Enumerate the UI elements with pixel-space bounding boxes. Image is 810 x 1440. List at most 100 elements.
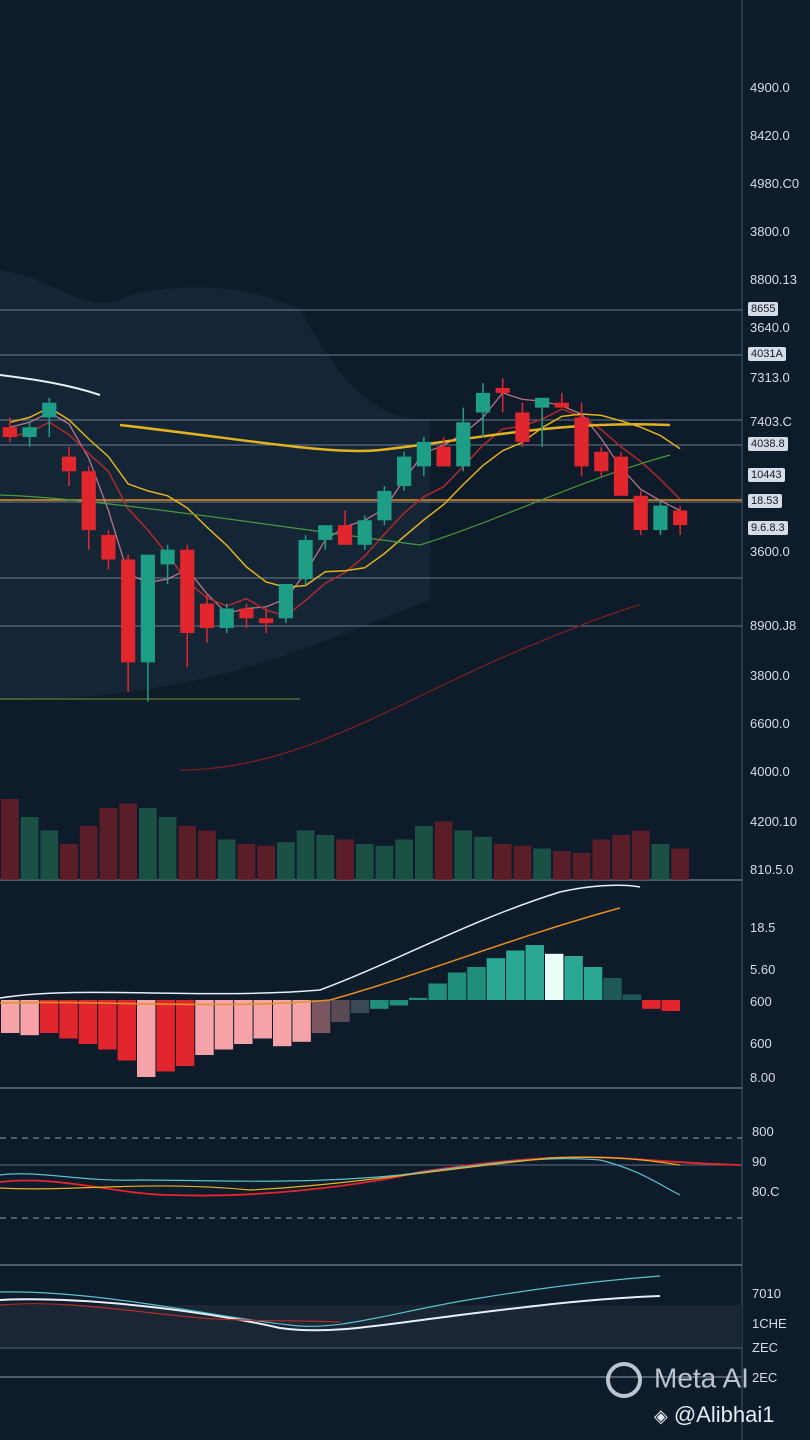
handle-text: @Alibhai1 [673,1402,775,1427]
volume-bar-15 [296,830,315,880]
macd-hist-bar-23 [447,972,467,1000]
macd-hist-bar-33 [642,1000,661,1009]
price-tag-4: 18.53 [748,494,782,508]
candle-body-12 [239,608,254,619]
volume-bar-7 [139,808,157,880]
price-tick-label-13: 4200.10 [750,814,797,829]
price-tick-label-3: 3800.0 [750,224,790,239]
macd-hist-bar-19 [370,1000,389,1009]
candle-body-25 [495,388,510,393]
macd-hist-bar-26 [506,950,525,1000]
macd-hist-bar-0 [1,1000,20,1033]
candle-body-1 [22,427,37,437]
volume-bar-14 [277,842,295,880]
volume-bar-21 [415,826,433,880]
stoch-tick-label-3: 2EC [752,1370,778,1385]
ma-red-line [9,408,681,617]
candle-body-3 [61,456,77,472]
candle-body-23 [456,422,471,467]
volume-bar-33 [651,844,670,880]
price-tick-label-14: 810.5.0 [750,862,794,877]
candle-body-26 [515,412,530,442]
macd-hist-bar-34 [661,1000,680,1011]
macd-hist-bar-18 [350,1000,370,1014]
rsi-yellow-line [0,1156,681,1191]
macd-hist-bar-15 [292,1000,311,1042]
rsi-tick-label-0: 800 [752,1124,774,1139]
watermark-brand: Meta AI [654,1362,749,1394]
macd-tick-label-0: 18.5 [750,920,776,935]
macd-hist-bar-1 [20,1000,39,1036]
macd-hist-bar-31 [603,978,622,1000]
volume-bar-13 [257,845,275,880]
macd-hist-bar-22 [428,983,447,1000]
ma-green-line [0,454,671,546]
candle-body-6 [121,559,136,663]
macd-hist-bar-11 [214,1000,234,1050]
candle-body-8 [160,549,175,565]
candle-body-13 [259,618,274,624]
rsi-tick-label-1: 90 [752,1154,767,1169]
candle-body-21 [416,441,431,467]
stoch-panel [0,1275,742,1378]
macd-hist-bar-10 [195,1000,214,1055]
macd-hist-bar-30 [583,967,603,1000]
volume-bar-27 [533,848,551,880]
candle-body-5 [101,535,116,560]
macd-hist-bar-29 [564,956,583,1000]
volume-bar-8 [158,817,177,880]
macd-hist-bar-3 [59,1000,78,1039]
candle-body-27 [535,397,550,408]
macd-hist-bar-21 [409,997,428,1000]
candle-body-7 [140,554,155,663]
candle-body-29 [574,417,589,467]
stoch-red-line [0,1303,341,1323]
volume-bar-19 [375,845,394,880]
price-tick-label-4: 8800.13 [750,272,797,287]
macd-tick-label-3: 600 [750,1036,772,1051]
volume-bar-22 [434,821,453,880]
price-tick-label-10: 3800.0 [750,668,790,683]
candle-body-9 [180,549,195,633]
volume-bar-31 [612,835,630,880]
macd-hist-bar-6 [117,1000,136,1061]
stoch-cyan-line [0,1275,661,1327]
stoch-white-line [0,1295,661,1332]
volume-bar-26 [513,845,532,880]
volume-bar-25 [493,844,512,880]
price-tick-label-2: 4980.C0 [750,176,800,191]
rsi-panel [0,1137,742,1266]
macd-hist-bar-28 [545,953,564,1000]
volume-bar-4 [79,826,98,880]
ma-darkred-line [179,604,641,771]
candle-body-19 [377,490,392,521]
price-tick-label-9: 8900.J8 [750,618,797,633]
price-tag-1: 4031A [748,347,786,361]
price-tick-label-1: 8420.0 [750,128,790,143]
ma-yellow-line [9,406,681,589]
candle-body-14 [278,584,293,619]
candle-body-17 [337,525,353,545]
volume-bar-9 [178,826,197,880]
macd-hist-bar-32 [622,994,642,1000]
price-tick-label-6: 7313.0 [750,370,790,385]
macd-hist-bar-12 [234,1000,253,1044]
candle-body-11 [219,608,234,629]
volume-bar-5 [99,808,118,880]
macd-hist-bar-2 [39,1000,59,1033]
candle-body-30 [594,451,609,472]
macd-hist-bar-27 [525,945,544,1000]
macd-hist-bar-14 [273,1000,292,1047]
macd-hist-bar-20 [389,1000,408,1006]
meta-ai-watermark: Meta AI [606,1362,749,1398]
candle-body-31 [613,456,629,496]
rsi-cyan-line [0,1158,681,1196]
candle-body-10 [199,603,215,629]
volume-bar-30 [592,839,611,880]
macd-hist-bar-17 [331,1000,350,1022]
volume-bar-20 [395,839,413,880]
candle-body-34 [673,510,688,526]
volume-bar-28 [553,851,571,880]
candle-body-22 [436,446,451,467]
